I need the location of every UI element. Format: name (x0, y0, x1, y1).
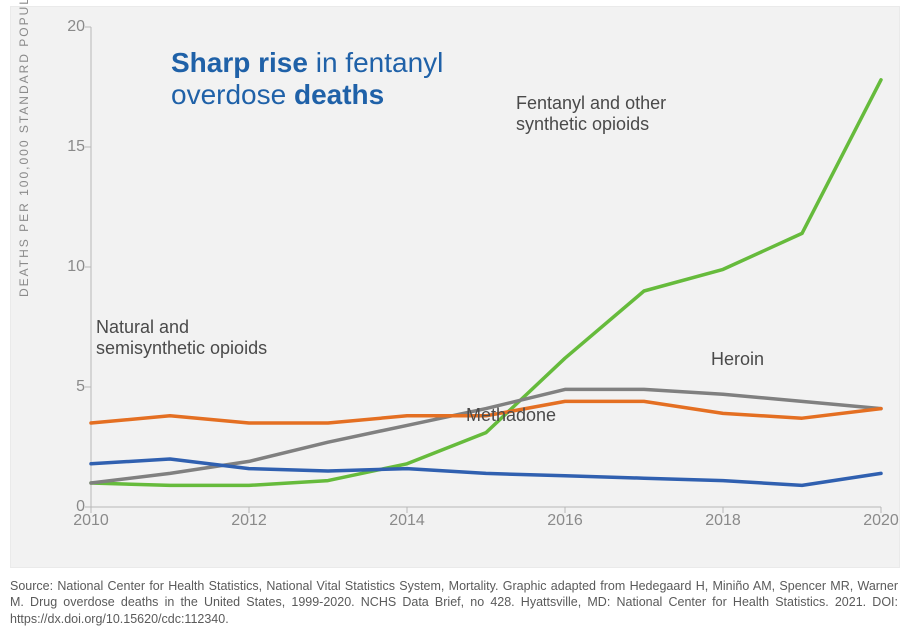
title-bold-2: deaths (294, 79, 384, 110)
chart-card: DEATHS PER 100,000 STANDARD POPULATION 0… (10, 6, 900, 568)
y-tick-label: 10 (61, 258, 85, 276)
x-tick-label: 2014 (389, 512, 425, 530)
title-bold-1: Sharp rise (171, 47, 308, 78)
title-br: overdose (171, 79, 294, 110)
chart-title: Sharp rise in fentanyl overdose deaths (171, 47, 443, 111)
y-tick-label: 15 (61, 138, 85, 156)
figure-container: DEATHS PER 100,000 STANDARD POPULATION 0… (0, 0, 908, 633)
x-tick-label: 2010 (73, 512, 109, 530)
y-tick-label: 5 (61, 378, 85, 396)
x-tick-label: 2012 (231, 512, 267, 530)
x-tick-label: 2020 (863, 512, 899, 530)
series-label: Natural and semisynthetic opioids (96, 317, 267, 358)
series-label: Heroin (711, 349, 764, 370)
series-label: Methadone (466, 405, 556, 426)
title-mid: in fentanyl (308, 47, 443, 78)
source-caption: Source: National Center for Health Stati… (10, 578, 898, 627)
series-line (91, 389, 881, 483)
series-line (91, 459, 881, 485)
series-label: Fentanyl and other synthetic opioids (516, 93, 666, 134)
x-tick-label: 2018 (705, 512, 741, 530)
x-tick-label: 2016 (547, 512, 583, 530)
y-axis-title: DEATHS PER 100,000 STANDARD POPULATION (17, 0, 31, 297)
y-tick-label: 20 (61, 18, 85, 36)
